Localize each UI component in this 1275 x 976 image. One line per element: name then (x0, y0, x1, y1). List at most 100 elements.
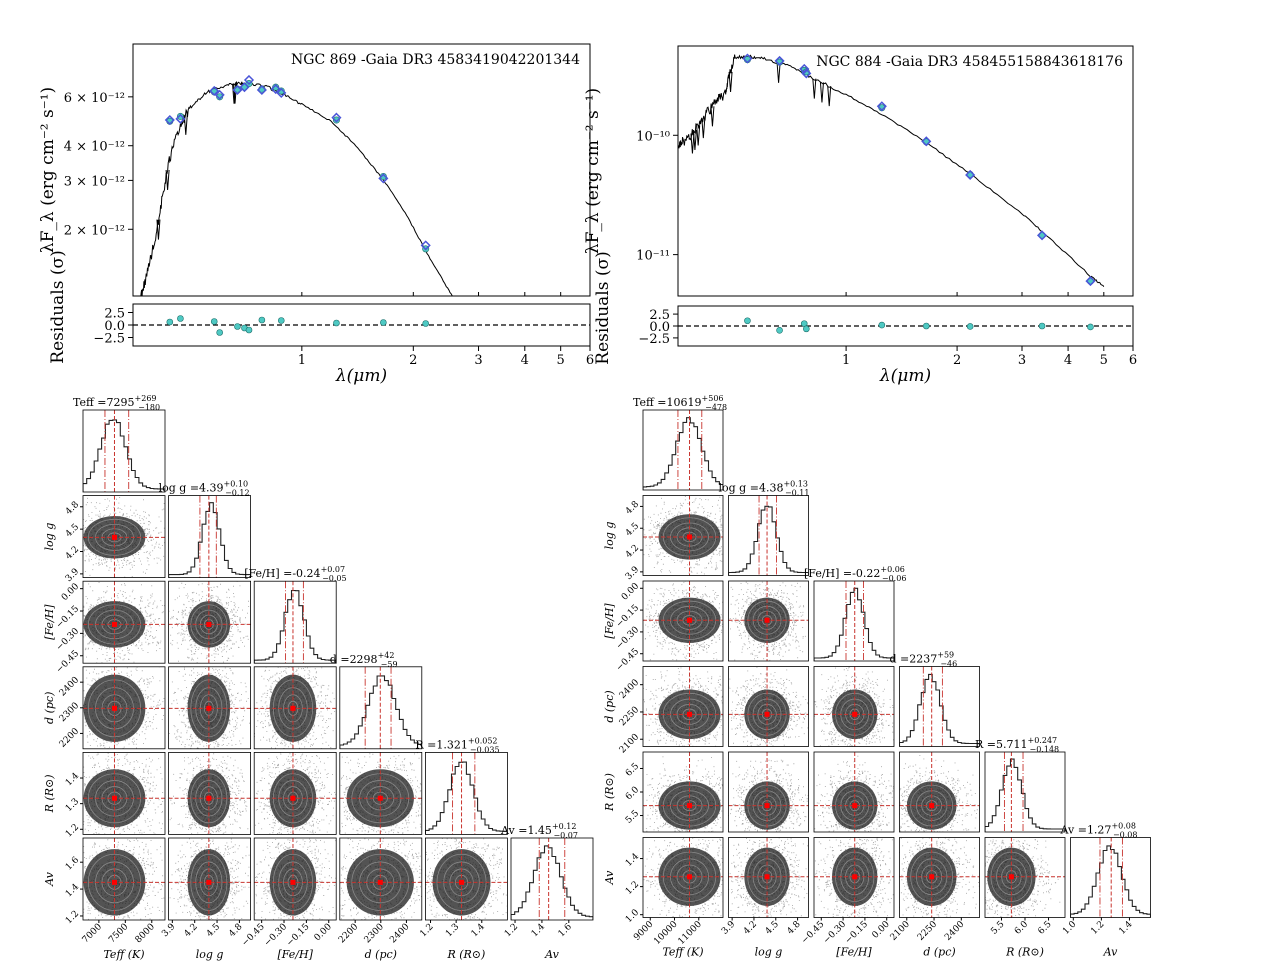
x-tick-label: 2 (409, 353, 417, 368)
sed-y-axis-label: λF_λ (erg cm⁻² s⁻¹) (583, 88, 603, 254)
absorption-line (819, 82, 824, 103)
median-point (852, 803, 858, 809)
param-minus-error: −180 (138, 403, 160, 412)
median-point (111, 705, 117, 711)
x-tick-label: 2400 (943, 919, 966, 942)
y-tick-label: 1.4 (624, 851, 641, 868)
param-name: d (890, 653, 897, 666)
posterior-histogram (728, 505, 809, 576)
cell-frame (813, 751, 895, 833)
x-tick-label: 8000 (134, 922, 157, 945)
absorption-line (156, 219, 161, 240)
param-plus-error: +0.08 (1111, 822, 1136, 831)
posterior-histogram (899, 673, 980, 747)
cell-frame (642, 580, 724, 662)
residual-y-tick-label: −2.5 (638, 332, 670, 347)
cell-frame (728, 580, 809, 662)
model-flux-point (216, 93, 224, 101)
x-tick-label: 0.00 (871, 919, 892, 940)
photometry-point (232, 84, 243, 96)
median-point (1008, 874, 1014, 880)
scatter-panel (813, 666, 895, 747)
y-tick-label: 5.5 (624, 808, 641, 825)
median-point (929, 803, 935, 809)
cell-frame (642, 409, 724, 491)
y-axis-label: [Fe/H] (603, 603, 616, 639)
param-summary-title: d =2237+59 −46 (890, 651, 958, 669)
residual-point (1038, 322, 1046, 330)
sed-x-axis-label: λ(μm) (879, 366, 931, 386)
param-minus-error: −0.08 (1113, 831, 1138, 840)
posterior-histogram (83, 419, 165, 492)
x-tick-label: 3 (1018, 353, 1026, 368)
cell-frame (728, 751, 809, 833)
param-median: 4.39 (199, 482, 224, 495)
equals-sign: = (94, 396, 107, 409)
x-tick-label: 3.9 (160, 922, 177, 939)
residual-y-tick-label: 2.5 (649, 308, 670, 323)
cell-frame (339, 752, 423, 835)
median-point (206, 621, 212, 627)
median-point (290, 879, 296, 885)
scatter-panel: 5.5 6.0 6.5 R (R⊙) (603, 751, 724, 833)
cell-frame (510, 837, 594, 921)
param-plus-error: +506 (702, 394, 724, 403)
param-summary-title: log g =4.39+0.10 −0.12 (159, 480, 250, 498)
y-axis-label: d (pc) (43, 692, 56, 724)
param-minus-error: −0.148 (1030, 745, 1060, 754)
x-axis-label: log g (196, 948, 224, 961)
param-name: log g (159, 482, 187, 495)
x-tick-label: 4.2 (183, 922, 200, 939)
median-point (206, 879, 212, 885)
residual-point (878, 321, 886, 329)
cell-frame (168, 666, 252, 750)
cell-frame (168, 495, 252, 579)
x-tick-label: −0.30 (822, 919, 849, 946)
median-point (764, 711, 770, 717)
param-median: 2298 (350, 653, 378, 666)
y-tick-label: 3 × 10⁻¹² (64, 174, 125, 189)
param-summary-title: [Fe/H] =-0.22+0.06 −0.06 (804, 565, 906, 583)
y-tick-label: 1.2 (64, 822, 81, 839)
residual-point (210, 318, 218, 325)
sed-panel-2: NGC 884 -Gaia DR3 458455158843618176 10⁻¹… (583, 45, 1137, 386)
y-tick-label: 4 × 10⁻¹² (64, 140, 125, 155)
absorption-line (827, 85, 832, 107)
histogram-panel: Av =1.27+0.08 −0.08 1.0 1.2 1.4 Av (1060, 822, 1151, 959)
equals-sign: = (280, 567, 293, 580)
y-tick-label: 6 × 10⁻¹² (64, 91, 125, 106)
param-median: 1.45 (527, 824, 552, 837)
x-axis-label: d (pc) (365, 948, 397, 961)
y-axis-label: d (pc) (603, 690, 616, 722)
absorption-line (728, 71, 733, 92)
x-tick-label: 6.5 (1036, 919, 1053, 936)
median-point (764, 617, 770, 623)
posterior-histogram (511, 845, 593, 920)
cell-frame (899, 666, 980, 747)
x-axis-label: log g (755, 946, 783, 959)
param-summary-title: Teff =7295+269 −180 (73, 394, 160, 412)
param-plus-error: +0.06 (880, 565, 905, 574)
y-tick-label: −0.30 (55, 626, 82, 653)
y-tick-label: 0.00 (620, 581, 641, 602)
photometry-point (774, 55, 785, 66)
y-axis-label: log g (603, 522, 616, 550)
param-median: 7295 (107, 396, 135, 409)
sed-y-axis-label: λF_λ (erg cm⁻² s⁻¹) (38, 87, 58, 253)
y-tick-label: 4.5 (64, 522, 81, 539)
residual-point (234, 323, 241, 330)
y-tick-label: 10⁻¹⁰ (636, 129, 670, 144)
param-minus-error: −478 (705, 403, 727, 412)
residual-y-tick-label: 0.0 (104, 319, 125, 334)
y-axis-label: R (R⊙) (603, 773, 616, 812)
posterior-histogram (425, 761, 508, 835)
param-plus-error: +42 (378, 651, 395, 660)
y-tick-label: 2400 (618, 678, 641, 701)
scatter-panel (899, 751, 980, 833)
scatter-panel (253, 752, 337, 835)
photometry-point (799, 63, 810, 74)
histogram-panel: log g =4.38+0.13 −0.11 (719, 480, 809, 576)
